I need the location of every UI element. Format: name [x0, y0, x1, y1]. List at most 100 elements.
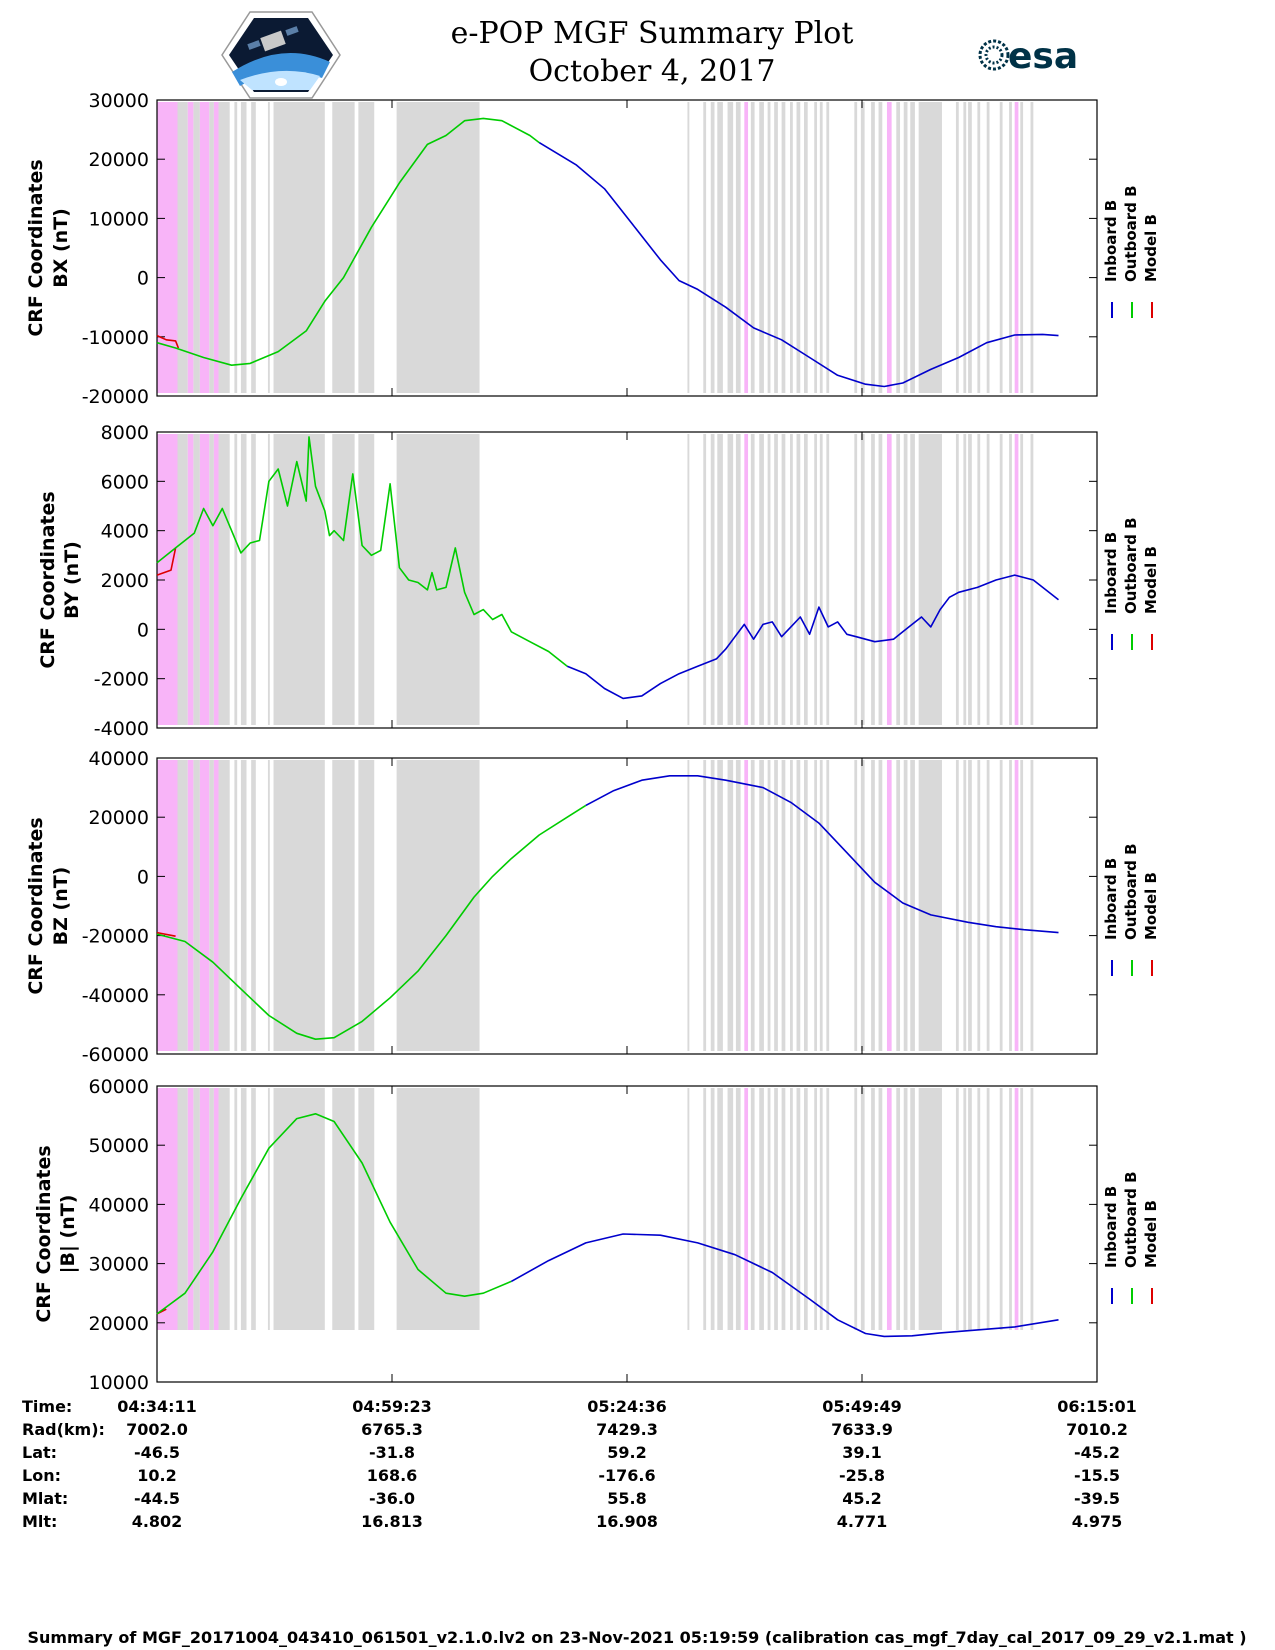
gray-band [963, 102, 967, 393]
y-axis-label-units: BX (nT) [50, 208, 72, 288]
panel-3: -60000 -40000 -20000 0 20000 40000 CRF Coordin… [25, 748, 1160, 1066]
gray-band [717, 1088, 723, 1330]
y-axis-label: CRF Coordinates [25, 159, 47, 336]
info-row-value: 4.975 [1072, 1512, 1123, 1531]
pink-band [199, 434, 210, 725]
gray-band [860, 760, 865, 1051]
gray-band [781, 434, 786, 725]
panel-1: -20000 -10000 0 10000 20000 30000 CRF Coordina… [25, 90, 1160, 408]
gray-band [790, 1088, 793, 1330]
gray-band [774, 434, 778, 725]
info-row-value: 7002.0 [126, 1420, 188, 1439]
gray-band [267, 102, 270, 393]
gray-band [1020, 434, 1024, 725]
info-row-value: 168.6 [367, 1466, 418, 1485]
gray-band [209, 434, 214, 725]
gray-band [963, 434, 967, 725]
gray-band [193, 434, 200, 725]
gray-band [977, 1088, 981, 1330]
gray-band [903, 102, 908, 393]
gray-band [955, 760, 959, 1051]
gray-band [240, 760, 247, 1051]
gray-band [1030, 1088, 1034, 1330]
y-axis-label: CRF Coordinates [25, 817, 47, 994]
pink-band [744, 434, 749, 725]
gray-band [819, 760, 823, 1051]
gray-band [193, 1088, 200, 1330]
gray-band [910, 102, 915, 393]
gray-band [209, 760, 214, 1051]
gray-band [273, 760, 325, 1051]
legend-outboard-label: Outboard B [1122, 185, 1140, 282]
info-row-label: Mlat: [22, 1489, 68, 1508]
legend-model-label: Model B [1142, 214, 1160, 282]
gray-band [727, 434, 734, 725]
info-row-value: -15.5 [1074, 1466, 1120, 1485]
gray-band [759, 760, 764, 1051]
y-tick-label: 6000 [101, 471, 149, 493]
info-row-label: Mlt: [22, 1512, 57, 1531]
y-tick-label: 20000 [89, 1313, 149, 1335]
y-axis-label-units: |B| (nT) [57, 1195, 79, 1274]
gray-band [735, 760, 741, 1051]
gray-band [750, 102, 755, 393]
info-row-value: 39.1 [842, 1443, 881, 1462]
gray-band [896, 760, 901, 1051]
pink-band [213, 102, 219, 393]
gray-band [814, 1088, 818, 1330]
gray-band [986, 1088, 990, 1330]
pink-band [886, 1088, 892, 1330]
gray-band [240, 102, 247, 393]
pink-band [187, 434, 194, 725]
gray-band [1020, 1088, 1024, 1330]
gray-band [273, 1088, 325, 1330]
gray-band [903, 760, 908, 1051]
pink-band [744, 102, 749, 393]
gray-band [803, 434, 808, 725]
gray-band [767, 760, 771, 1051]
gray-band [774, 760, 778, 1051]
gray-band [796, 434, 801, 725]
cassiope-logo-icon [221, 11, 341, 99]
gray-band [332, 760, 355, 1051]
gray-band [896, 102, 901, 393]
gray-band [396, 102, 480, 393]
gray-band [759, 434, 764, 725]
info-row-value: -176.6 [598, 1466, 655, 1485]
pink-band [199, 760, 210, 1051]
inboard-b-line [510, 1233, 1059, 1338]
gray-band [986, 102, 990, 393]
gray-band [955, 434, 959, 725]
legend-inboard-label: Inboard B [1102, 200, 1120, 282]
gray-band [358, 760, 375, 1051]
gray-band [977, 434, 981, 725]
gray-band [710, 434, 715, 725]
gray-band [251, 434, 256, 725]
gray-band [790, 760, 793, 1051]
gray-band [796, 102, 801, 393]
gray-band [177, 1088, 188, 1330]
gray-band [854, 434, 858, 725]
gray-band [177, 760, 188, 1051]
gray-band [703, 102, 707, 393]
pink-band [157, 1088, 178, 1330]
model-b-line [156, 547, 177, 576]
gray-band [896, 434, 901, 725]
time-tick-label: 06:15:01 [1057, 1397, 1137, 1416]
info-row-value: 45.2 [842, 1489, 881, 1508]
info-row-value: 6765.3 [361, 1420, 423, 1439]
gray-band [209, 102, 214, 393]
gray-band [267, 434, 270, 725]
info-row-value: 4.771 [837, 1512, 888, 1531]
gray-band [803, 102, 808, 393]
gray-band [767, 434, 771, 725]
pink-band [1014, 760, 1019, 1051]
outboard-b-line [156, 436, 568, 667]
legend-outboard-label: Outboard B [1122, 517, 1140, 614]
gray-band [977, 760, 981, 1051]
info-row-value: 16.813 [361, 1512, 423, 1531]
info-row-label: Rad(km): [22, 1420, 105, 1439]
gray-band [273, 102, 325, 393]
time-tick-label: 04:34:11 [117, 1397, 197, 1416]
